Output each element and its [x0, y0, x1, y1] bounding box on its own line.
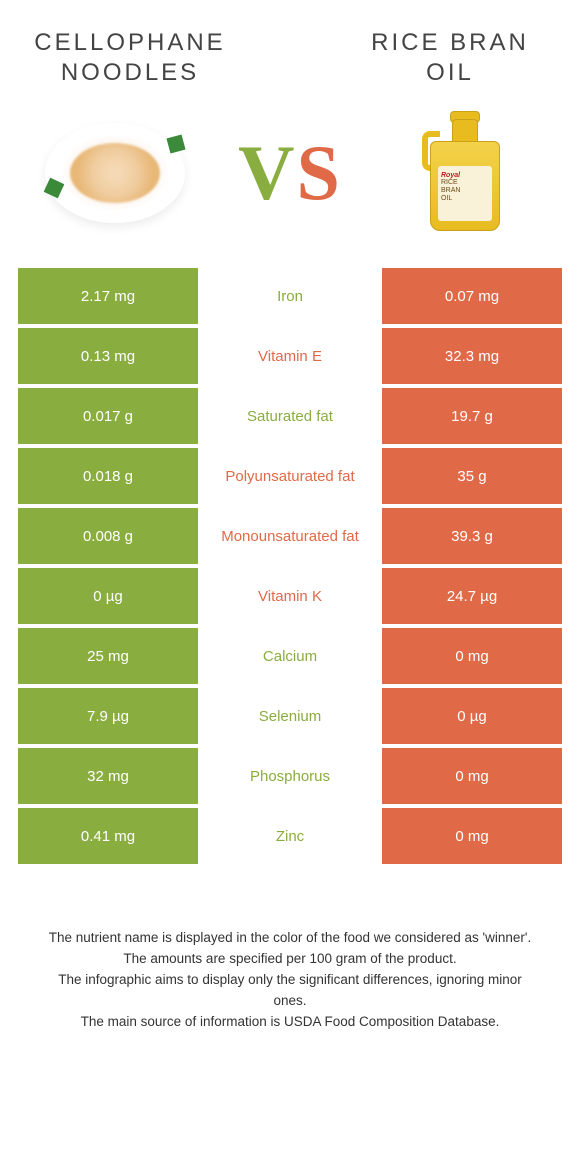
left-value: 7.9 µg [18, 688, 198, 744]
table-row: 0.41 mgZinc0 mg [18, 808, 562, 864]
table-row: 0.13 mgVitamin E32.3 mg [18, 328, 562, 384]
table-row: 0 µgVitamin K24.7 µg [18, 568, 562, 624]
nutrient-name: Saturated fat [198, 388, 382, 444]
vs-label: VS [238, 128, 342, 218]
right-food-image: Royal RICE BRAN OIL [380, 108, 550, 238]
footer-line: The infographic aims to display only the… [40, 970, 540, 1012]
oil-bottle-icon: Royal RICE BRAN OIL [420, 111, 510, 236]
right-value: 39.3 g [382, 508, 562, 564]
nutrient-name: Monounsaturated fat [198, 508, 382, 564]
footer-notes: The nutrient name is displayed in the co… [0, 868, 580, 1053]
nutrient-name: Selenium [198, 688, 382, 744]
left-food-image [30, 108, 200, 238]
right-value: 0 µg [382, 688, 562, 744]
right-value: 0 mg [382, 808, 562, 864]
header: CELLOPHANE NOODLES RICE BRAN OIL [0, 0, 580, 98]
table-row: 0.008 gMonounsaturated fat39.3 g [18, 508, 562, 564]
right-value: 0.07 mg [382, 268, 562, 324]
table-row: 0.017 gSaturated fat19.7 g [18, 388, 562, 444]
table-row: 32 mgPhosphorus0 mg [18, 748, 562, 804]
nutrient-name: Iron [198, 268, 382, 324]
left-value: 32 mg [18, 748, 198, 804]
footer-line: The amounts are specified per 100 gram o… [40, 949, 540, 970]
noodles-plate-icon [45, 123, 185, 223]
table-row: 2.17 mgIron0.07 mg [18, 268, 562, 324]
left-food-title: CELLOPHANE NOODLES [30, 28, 230, 88]
footer-line: The main source of information is USDA F… [40, 1012, 540, 1033]
nutrient-name: Zinc [198, 808, 382, 864]
footer-line: The nutrient name is displayed in the co… [40, 928, 540, 949]
vs-v: V [238, 129, 296, 216]
images-row: VS Royal RICE BRAN OIL [0, 98, 580, 268]
right-value: 24.7 µg [382, 568, 562, 624]
comparison-table: 2.17 mgIron0.07 mg0.13 mgVitamin E32.3 m… [0, 268, 580, 864]
right-value: 0 mg [382, 628, 562, 684]
left-value: 0.008 g [18, 508, 198, 564]
nutrient-name: Calcium [198, 628, 382, 684]
left-value: 0.017 g [18, 388, 198, 444]
right-value: 0 mg [382, 748, 562, 804]
table-row: 7.9 µgSelenium0 µg [18, 688, 562, 744]
table-row: 25 mgCalcium0 mg [18, 628, 562, 684]
left-value: 0.018 g [18, 448, 198, 504]
left-value: 0 µg [18, 568, 198, 624]
table-row: 0.018 gPolyunsaturated fat35 g [18, 448, 562, 504]
right-value: 32.3 mg [382, 328, 562, 384]
left-value: 0.13 mg [18, 328, 198, 384]
right-value: 35 g [382, 448, 562, 504]
nutrient-name: Vitamin K [198, 568, 382, 624]
left-value: 2.17 mg [18, 268, 198, 324]
right-value: 19.7 g [382, 388, 562, 444]
left-value: 25 mg [18, 628, 198, 684]
vs-s: S [296, 129, 341, 216]
nutrient-name: Polyunsaturated fat [198, 448, 382, 504]
nutrient-name: Vitamin E [198, 328, 382, 384]
nutrient-name: Phosphorus [198, 748, 382, 804]
right-food-title: RICE BRAN OIL [350, 28, 550, 88]
left-value: 0.41 mg [18, 808, 198, 864]
